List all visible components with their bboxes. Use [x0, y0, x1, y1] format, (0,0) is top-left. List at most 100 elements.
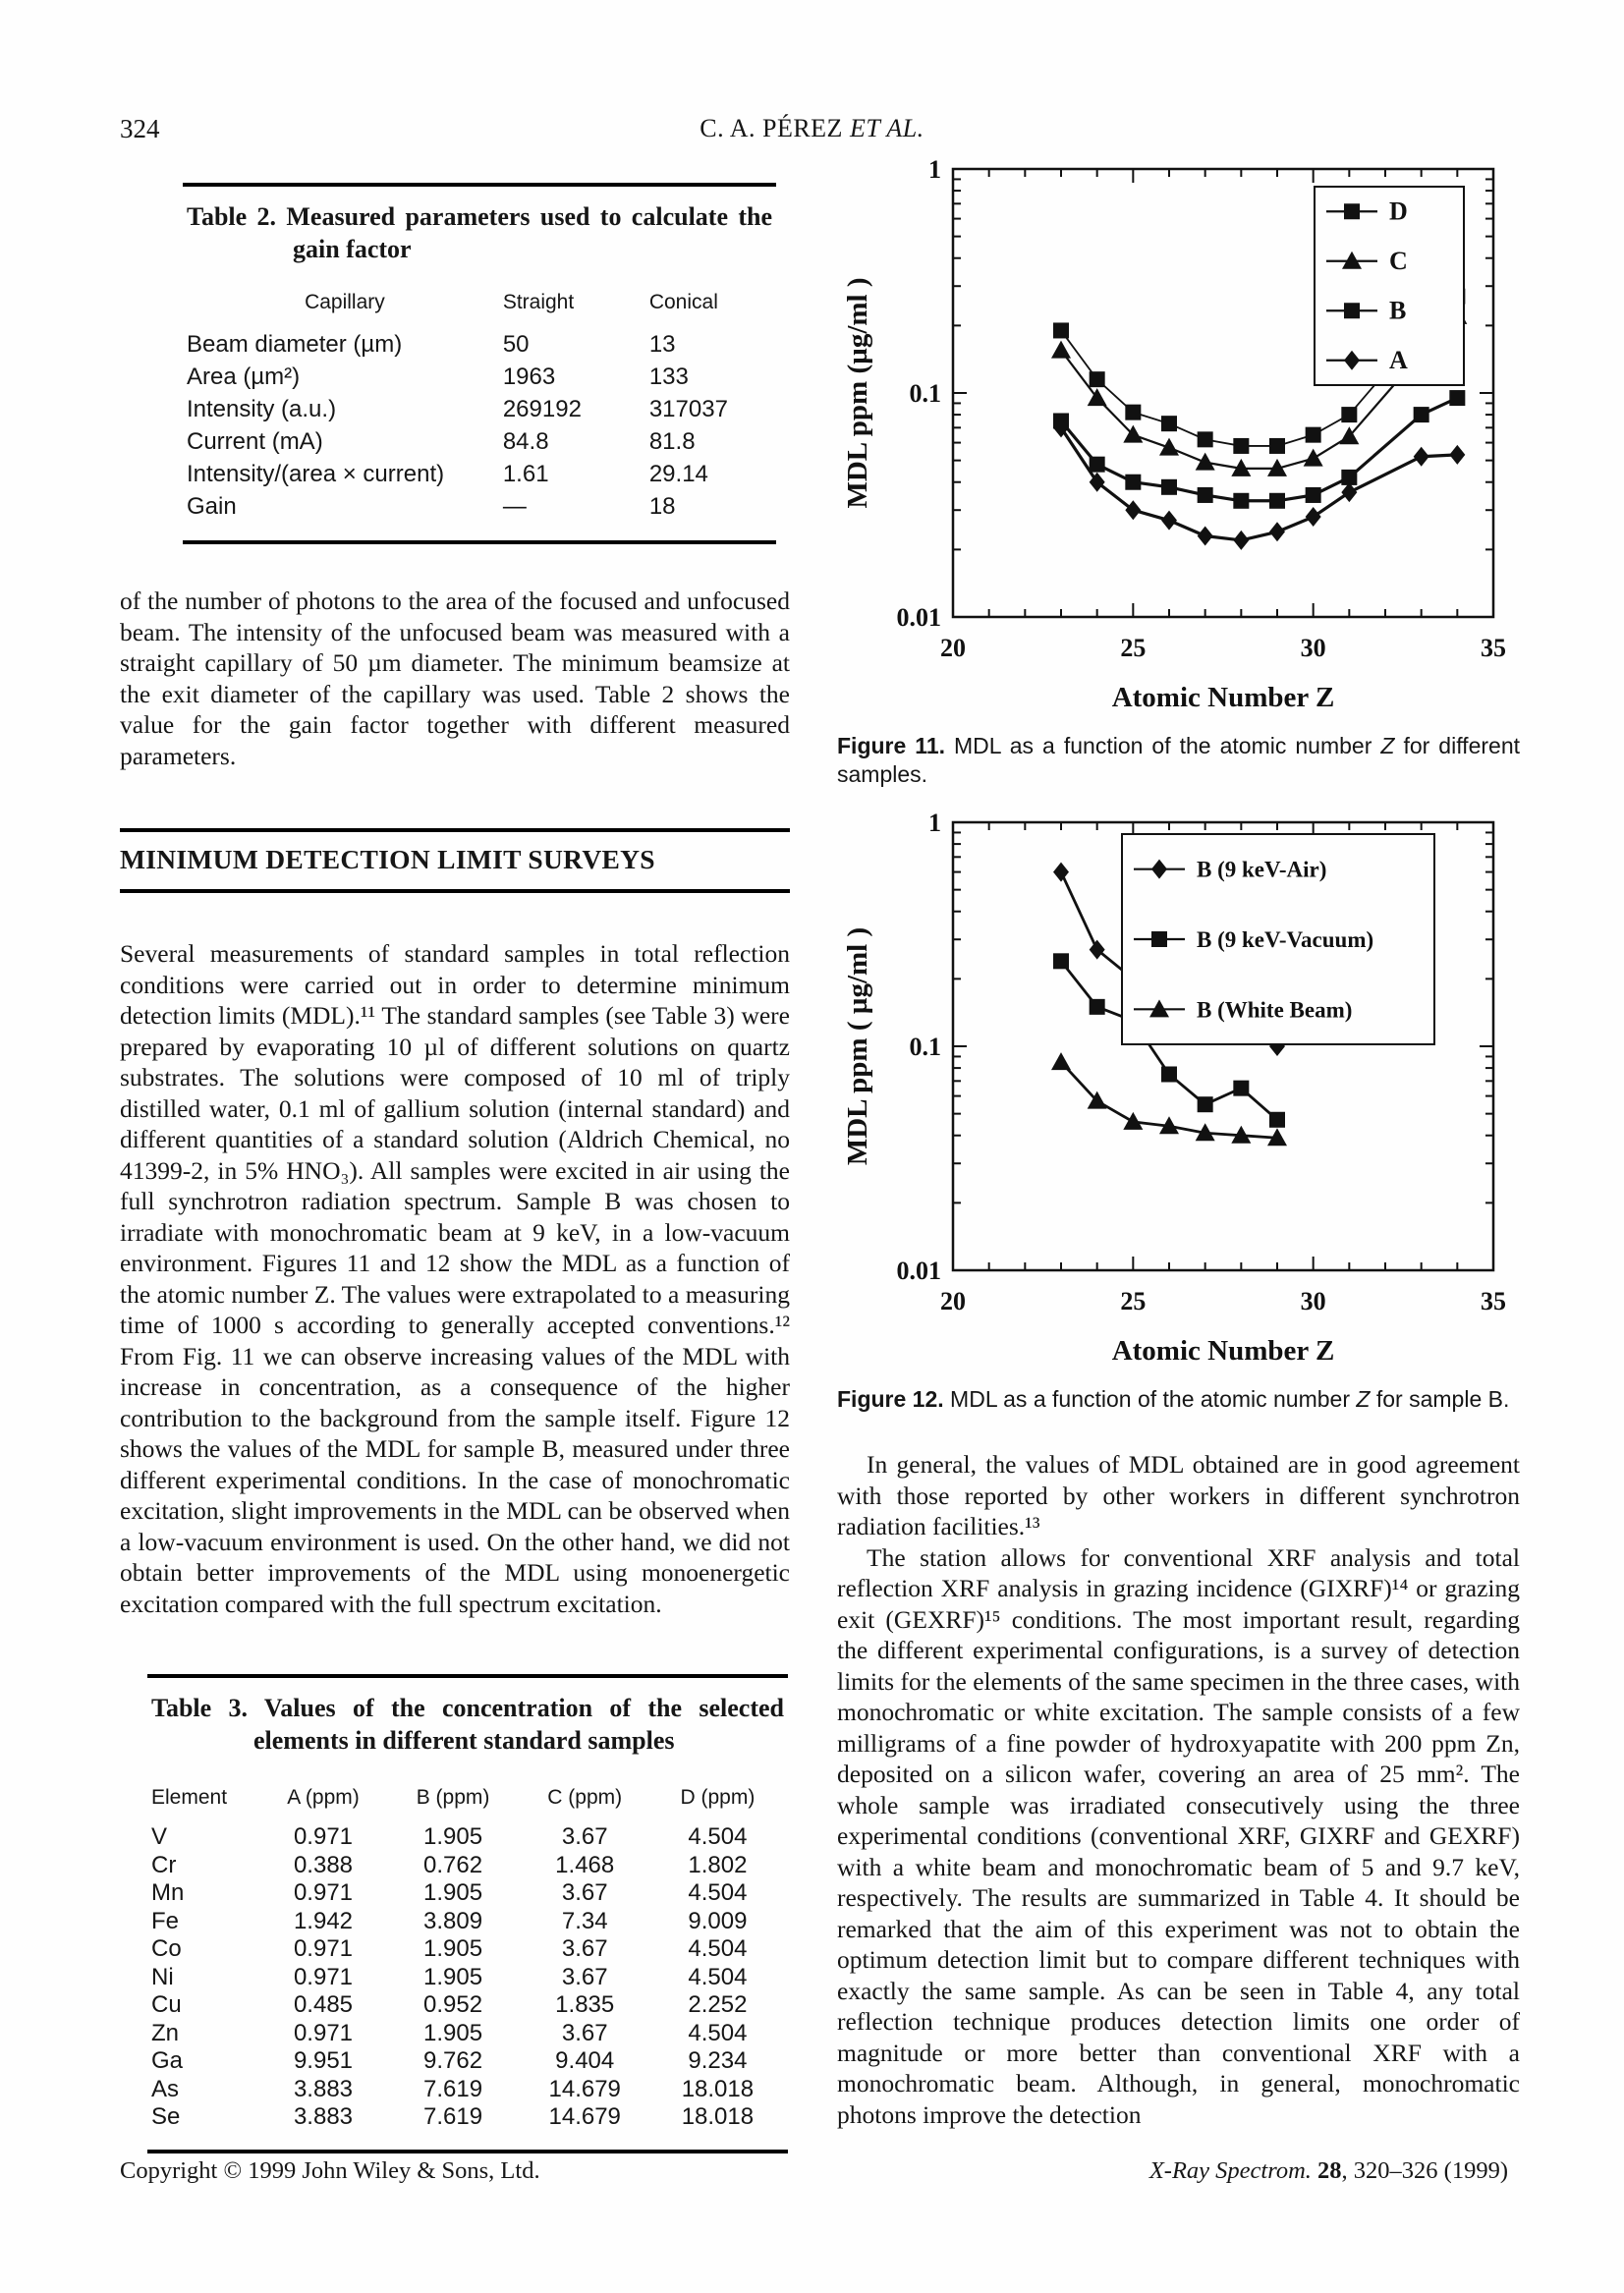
svg-text:25: 25 [1120, 1287, 1146, 1315]
table-2: Table 2. Measured parameters used to cal… [183, 183, 776, 544]
svg-text:35: 35 [1481, 1287, 1506, 1315]
table-cell: Cr [151, 1851, 177, 1878]
svg-text:B (9 keV-Air): B (9 keV-Air) [1197, 858, 1326, 882]
page-footer: Copyright © 1999 John Wiley & Sons, Ltd.… [120, 2157, 1508, 2185]
column-header: D (ppm) [680, 1786, 756, 1809]
column-header: B (ppm) [416, 1786, 490, 1809]
table-cell: 1.905 [423, 1823, 483, 1850]
table-cell: Fe [151, 1907, 180, 1934]
table-3: Table 3. Values of the concentration of … [147, 1674, 788, 2153]
table-cell: 0.952 [423, 1991, 483, 2018]
table-cell: Intensity/(area × current) [187, 461, 445, 487]
table-row: Cr 0.388 0.762 1.468 1.802 [151, 1852, 784, 1880]
table-cell: Co [151, 1935, 182, 1962]
table-cell: 1.905 [423, 2019, 483, 2046]
table-cell: Cu [151, 1991, 182, 2018]
running-head-authors: C. A. PÉREZ ET AL. [0, 114, 1624, 143]
table-cell: 3.67 [561, 2019, 608, 2046]
table-row: Ga 9.951 9.762 9.404 9.234 [151, 2047, 784, 2076]
table-cell: 9.234 [688, 2047, 748, 2074]
footer-volume: 28 [1311, 2157, 1342, 2184]
svg-text:0.01: 0.01 [897, 603, 942, 632]
svg-text:Atomic Number Z: Atomic Number Z [1112, 1335, 1335, 1367]
column-header: C (ppm) [547, 1786, 623, 1809]
table-cell: 1.942 [293, 1907, 354, 1934]
figure-12-chart: 20 25 30 35 0.01 0.1 1 Atomic Number Z MDL ppm (… [842, 809, 1506, 1367]
table-cell: 0.971 [293, 1935, 354, 1962]
table-cell: 0.485 [293, 1991, 354, 2018]
svg-text:20: 20 [940, 634, 966, 662]
table-cell: 0.971 [293, 2019, 354, 2046]
svg-text:Atomic Number Z: Atomic Number Z [1112, 682, 1335, 713]
table-cell: As [151, 2075, 180, 2102]
column-header: A (ppm) [287, 1786, 360, 1809]
column-header: Element [151, 1786, 228, 1809]
svg-text:30: 30 [1301, 1287, 1326, 1315]
table-3-header-row: Element A (ppm) B (ppm) C (ppm) D (ppm) [151, 1786, 784, 1823]
table-cell: 0.971 [293, 1963, 354, 1990]
figure-12-caption-label: Figure 12. [837, 1386, 944, 1412]
table-cell: 9.951 [293, 2047, 354, 2074]
right-column: 20 25 30 35 0.01 0.1 1 Atomic Number Z MDL ppm (… [837, 155, 1520, 2130]
table-cell: 2.252 [688, 1991, 748, 2018]
svg-text:MDL ppm (µg/ml ): MDL ppm (µg/ml ) [842, 277, 873, 508]
table-3-label: Table 3. [151, 1694, 249, 1722]
svg-text:1: 1 [928, 809, 941, 837]
table-cell: 1.802 [688, 1851, 748, 1878]
table-cell: Current (mA) [187, 428, 323, 455]
table-3-title-text: Values of the concentration of the selec… [253, 1694, 784, 1755]
table-cell: 4.504 [688, 1935, 748, 1962]
table-cell: 1.905 [423, 1935, 483, 1962]
table-cell: — [502, 493, 527, 520]
table-cell: 4.504 [688, 1879, 748, 1906]
table-2-grid: Capillary Straight Conical Beam diameter (… [187, 291, 772, 523]
svg-text:1: 1 [928, 155, 941, 184]
table-cell: 1.61 [502, 461, 549, 487]
table-row: Gain — 18 [187, 490, 772, 523]
svg-text:B: B [1389, 296, 1406, 324]
table-cell: Zn [151, 2019, 180, 2046]
table-row: Ni 0.971 1.905 3.67 4.504 [151, 1964, 784, 1992]
footer-pages: , 320–326 (1999) [1341, 2157, 1508, 2184]
table-cell: Se [151, 2103, 181, 2130]
table-row: Area (µm²) 1963 133 [187, 361, 772, 393]
table-cell: 0.762 [423, 1851, 483, 1878]
table-row: Intensity/(area × current) 1.61 29.14 [187, 458, 772, 490]
svg-text:C: C [1389, 247, 1408, 275]
figure-12-caption-pre: MDL as a function of the atomic number [943, 1386, 1357, 1412]
table-row: Current (mA) 84.8 81.8 [187, 425, 772, 458]
footer-copyright: Copyright © 1999 John Wiley & Sons, Ltd. [120, 2157, 540, 2184]
table-cell: 3.67 [561, 1963, 608, 1990]
authors-text: C. A. PÉREZ [700, 114, 850, 142]
left-column: Table 2. Measured parameters used to cal… [120, 183, 790, 2153]
table-cell: 0.388 [293, 1851, 354, 1878]
table-cell: 14.679 [548, 2075, 621, 2102]
footer-citation: X-Ray Spectrom. 28, 320–326 (1999) [1149, 2157, 1508, 2185]
footer-journal: X-Ray Spectrom. [1148, 2157, 1312, 2184]
table-cell: 1.905 [423, 1963, 483, 1990]
table-row: Beam diameter (µm) 50 13 [187, 328, 772, 361]
table-cell: Gain [187, 493, 237, 520]
figure-11-caption-pre: MDL as a function of the atomic number [945, 733, 1381, 758]
table-row: Zn 0.971 1.905 3.67 4.504 [151, 2020, 784, 2048]
figure-11-caption-post: for different samples. [837, 733, 1520, 787]
table-cell: 7.34 [561, 1907, 608, 1934]
paragraph-left-1: of the number of photons to the area of … [120, 587, 790, 770]
table-cell: 7.619 [423, 2075, 483, 2102]
table-cell: 317037 [648, 396, 728, 422]
figure-12-caption: Figure 12. MDL as a function of the atom… [837, 1385, 1520, 1414]
table-cell: 3.809 [423, 1907, 483, 1934]
running-head: 324 C. A. PÉREZ ET AL. [0, 114, 1624, 149]
table-cell: 3.883 [293, 2075, 354, 2102]
svg-text:35: 35 [1481, 634, 1506, 662]
figure-12-caption-post: for sample B. [1370, 1386, 1510, 1412]
table-cell: 18.018 [681, 2075, 755, 2102]
table-cell: 0.971 [293, 1879, 354, 1906]
table-cell: Ni [151, 1963, 174, 1990]
table-cell: 3.67 [561, 1935, 608, 1962]
table-cell: 3.67 [561, 1823, 608, 1850]
svg-text:A: A [1389, 346, 1408, 374]
table-cell: 4.504 [688, 1823, 748, 1850]
table-cell: 18.018 [681, 2103, 755, 2130]
